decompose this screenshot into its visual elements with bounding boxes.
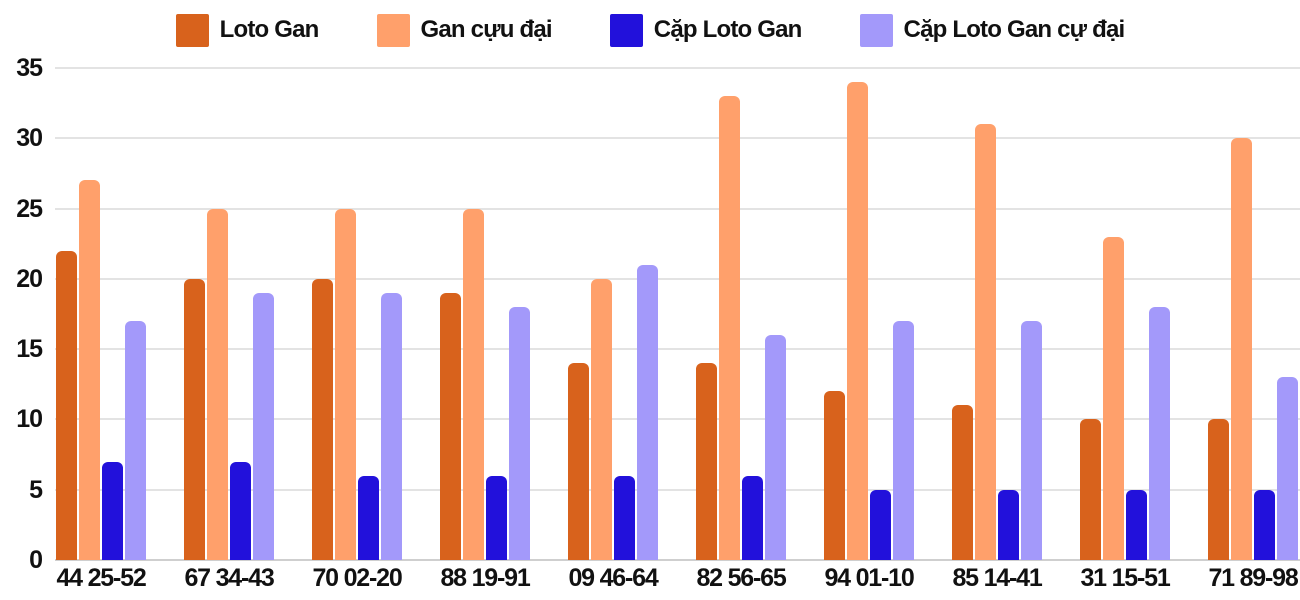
legend-label: Loto Gan: [219, 16, 320, 43]
x-tick-label: 71 89-98: [1208, 564, 1298, 592]
bar[interactable]: [1254, 489, 1275, 560]
x-tick-label: 44 25-52: [56, 564, 146, 592]
bar[interactable]: [847, 82, 868, 560]
y-tick-label: 10: [16, 405, 43, 434]
bar[interactable]: [486, 475, 507, 560]
bar[interactable]: [56, 250, 77, 560]
bar-group: [952, 68, 1042, 560]
bar[interactable]: [1277, 377, 1298, 560]
bar[interactable]: [463, 208, 484, 560]
bar[interactable]: [253, 292, 274, 560]
x-tick-label: 09 46-64: [568, 564, 658, 592]
bar[interactable]: [1126, 489, 1147, 560]
legend: Loto Gan Gan cựu đại Cặp Loto Gan Cặp Loto …: [0, 12, 1300, 48]
legend-swatch-icon: [175, 13, 209, 47]
bar-group: [440, 68, 530, 560]
y-tick-label: 25: [16, 194, 43, 223]
bar-group: [312, 68, 402, 560]
legend-swatch-icon: [376, 13, 410, 47]
bar[interactable]: [312, 278, 333, 560]
x-tick-label: 85 14-41: [952, 564, 1042, 592]
legend-item[interactable]: Gan cựu đại: [376, 13, 553, 47]
bar[interactable]: [637, 264, 658, 560]
x-tick-label: 88 19-91: [440, 564, 530, 592]
bar-group: [184, 68, 274, 560]
bar[interactable]: [102, 461, 123, 560]
y-tick-label: 20: [16, 264, 43, 293]
y-tick-label: 0: [29, 546, 43, 574]
bar[interactable]: [509, 306, 530, 560]
bar-group: [568, 68, 658, 560]
y-axis-labels: 0 5 10 15 20 25 30 35: [0, 54, 46, 574]
gridline: [55, 277, 1300, 280]
bar-group: [56, 68, 146, 560]
x-tick-label: 82 56-65: [696, 564, 786, 592]
bar-group: [824, 68, 914, 560]
bar[interactable]: [335, 208, 356, 560]
bar[interactable]: [230, 461, 251, 560]
bar[interactable]: [1231, 138, 1252, 560]
x-tick-label: 67 34-43: [184, 564, 274, 592]
bar[interactable]: [381, 292, 402, 560]
bar[interactable]: [1080, 419, 1101, 560]
gridline: [55, 348, 1300, 351]
bar[interactable]: [184, 278, 205, 560]
bar-group: [696, 68, 786, 560]
legend-item[interactable]: Cặp Loto Gan: [609, 13, 803, 47]
bar[interactable]: [591, 278, 612, 560]
bar[interactable]: [975, 124, 996, 560]
bar[interactable]: [952, 405, 973, 560]
bar[interactable]: [1103, 236, 1124, 560]
legend-label: Cặp Loto Gan: [653, 16, 803, 43]
y-tick-label: 30: [16, 124, 43, 153]
bar[interactable]: [440, 292, 461, 560]
bar[interactable]: [998, 489, 1019, 560]
y-tick-label: 15: [16, 335, 43, 364]
x-tick-label: 94 01-10: [824, 564, 914, 592]
bar[interactable]: [1021, 321, 1042, 560]
bar[interactable]: [719, 96, 740, 560]
bar[interactable]: [893, 321, 914, 560]
gridline: [55, 488, 1300, 491]
y-tick-label: 35: [16, 54, 43, 82]
gridline: [55, 137, 1300, 140]
bar[interactable]: [614, 475, 635, 560]
bar-group: [1080, 68, 1170, 560]
y-tick-label: 5: [29, 475, 43, 504]
x-tick-label: 70 02-20: [312, 564, 402, 592]
bar[interactable]: [358, 475, 379, 560]
bar[interactable]: [207, 208, 228, 560]
legend-item[interactable]: Loto Gan: [175, 13, 320, 47]
bar[interactable]: [1149, 306, 1170, 560]
bar[interactable]: [125, 321, 146, 560]
legend-item[interactable]: Cặp Loto Gan cự đại: [859, 13, 1126, 47]
plot-area: [55, 67, 1300, 561]
bar[interactable]: [79, 180, 100, 560]
gridline: [55, 207, 1300, 210]
bar-group: [1208, 68, 1298, 560]
legend-label: Cặp Loto Gan cự đại: [903, 16, 1126, 43]
x-axis-labels: 44 25-52 67 34-43 70 02-20 88 19-91 09 46-64…: [55, 564, 1300, 596]
x-tick-label: 31 15-51: [1080, 564, 1170, 592]
gridline: [55, 67, 1300, 69]
bar[interactable]: [824, 391, 845, 560]
bar[interactable]: [765, 335, 786, 560]
legend-label: Gan cựu đại: [420, 16, 553, 43]
bar[interactable]: [696, 363, 717, 560]
gridline: [55, 418, 1300, 421]
legend-swatch-icon: [859, 13, 893, 47]
bar[interactable]: [742, 475, 763, 560]
bar[interactable]: [870, 489, 891, 560]
legend-swatch-icon: [609, 13, 643, 47]
bar[interactable]: [1208, 419, 1229, 560]
x-axis-line: [55, 559, 1300, 561]
bar[interactable]: [568, 363, 589, 560]
